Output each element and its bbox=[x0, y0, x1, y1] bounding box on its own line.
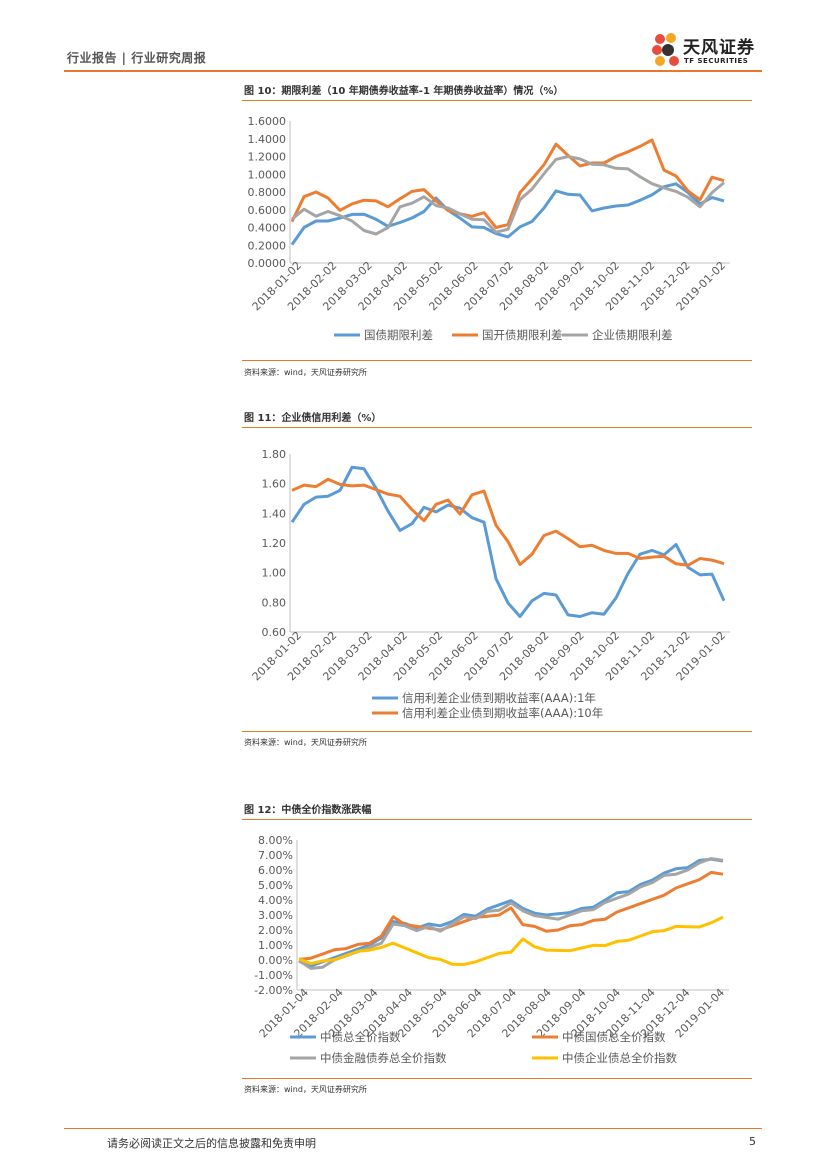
y-tick-label: -1.00% bbox=[254, 969, 293, 982]
legend-label: 国债期限利差 bbox=[364, 328, 433, 342]
legend-label: 信用利差企业债到期收益率(AAA):1年 bbox=[402, 691, 596, 705]
legend-label: 企业债期限利差 bbox=[592, 328, 673, 342]
y-tick-label: 7.00% bbox=[258, 849, 293, 862]
y-tick-label: 5.00% bbox=[258, 879, 293, 892]
y-tick-label: 3.00% bbox=[258, 909, 293, 922]
legend-label: 中债企业债总全价指数 bbox=[562, 1051, 677, 1065]
series-line-3 bbox=[298, 857, 724, 970]
y-tick-label: 1.00% bbox=[258, 939, 293, 952]
figure-10-bottom-rule bbox=[242, 360, 752, 361]
figure-11-title: 图 11：企业债信用利差（%） bbox=[244, 413, 382, 424]
series-line-1 bbox=[290, 182, 725, 246]
figure-10-chart: 0.0000 0.2000 0.4000 0.6000 0.8000 1.0000 1.20… bbox=[242, 106, 754, 356]
y-tick-label: 1.20 bbox=[262, 537, 287, 550]
header-rule bbox=[64, 70, 762, 72]
bond-index-chart: -2.00% -1.00% 0.00% 1.00% 2.00% 3.00% 4.00% 5.0… bbox=[254, 834, 729, 1065]
y-tick-label: 0.80 bbox=[262, 596, 287, 609]
y-tick-label: 0.8000 bbox=[248, 186, 287, 199]
y-tick-label: 1.4000 bbox=[248, 133, 287, 146]
y-tick-label: 1.2000 bbox=[248, 151, 287, 164]
brand-logo: 天风证券 TF SECURITIES bbox=[650, 30, 770, 70]
series-line-2 bbox=[291, 477, 725, 567]
footer-rule bbox=[64, 1128, 762, 1129]
y-tick-label: 2.00% bbox=[258, 924, 293, 937]
figure-11-bottom-rule bbox=[242, 731, 752, 732]
legend-label: 国开债期限利差 bbox=[482, 328, 563, 342]
y-tick-label: 0.2000 bbox=[248, 239, 287, 252]
series-line-1 bbox=[290, 465, 726, 618]
y-tick-label: 1.40 bbox=[262, 507, 287, 520]
figure-11-chart: 0.60 0.80 1.00 1.20 1.40 1.60 1.80 2018-01-02 20… bbox=[242, 440, 754, 730]
y-tick-label: 1.00 bbox=[262, 567, 287, 580]
series-line-3 bbox=[291, 155, 725, 236]
series-line-4 bbox=[298, 915, 724, 966]
y-tick-label: -2.00% bbox=[254, 984, 293, 997]
report-header-title: 行业报告 | 行业研究周报 bbox=[67, 51, 207, 65]
y-tick-label: 6.00% bbox=[258, 864, 293, 877]
y-tick-label: 1.6000 bbox=[248, 115, 287, 128]
y-tick-label: 0.6000 bbox=[248, 204, 287, 217]
figure-10-title: 图 10：期限利差（10 年期债券收益率-1 年期债券收益率）情况（%） bbox=[244, 86, 564, 97]
figure-12-source: 资料来源：wind，天风证券研究所 bbox=[244, 1085, 367, 1094]
credit-spread-chart: 0.600.801.001.201.401.601.802018-01-0220… bbox=[250, 448, 730, 720]
legend-label: 信用利差企业债到期收益率(AAA):10年 bbox=[402, 706, 603, 720]
y-tick-label: 0.00% bbox=[258, 954, 293, 967]
y-tick-label: 4.00% bbox=[258, 894, 293, 907]
y-tick-label: 0.4000 bbox=[248, 222, 287, 235]
page-number: 5 bbox=[749, 1135, 756, 1148]
legend-label: 中债国债总全价指数 bbox=[562, 1030, 666, 1044]
y-tick-label: 0.0000 bbox=[248, 257, 287, 270]
y-tick-label: 1.60 bbox=[262, 478, 287, 491]
y-tick-label: 1.80 bbox=[262, 448, 287, 461]
figure-11-source: 资料来源：wind，天风证券研究所 bbox=[244, 738, 367, 747]
footer-disclaimer: 请务必阅读正文之后的信息披露和免责申明 bbox=[107, 1137, 316, 1150]
figure-11-rule bbox=[242, 427, 752, 428]
figure-10-source: 资料来源：wind，天风证券研究所 bbox=[244, 368, 367, 377]
figure-12-bottom-rule bbox=[242, 1078, 752, 1079]
legend-label: 中债金融债券总全价指数 bbox=[320, 1051, 447, 1065]
petal-logo-icon bbox=[652, 33, 679, 66]
figure-12-chart: -2.00% -1.00% 0.00% 1.00% 2.00% 3.00% 4.00% 5.0… bbox=[242, 828, 754, 1074]
y-tick-label: 0.60 bbox=[262, 626, 287, 639]
series-line-2 bbox=[290, 138, 725, 229]
y-tick-label: 8.00% bbox=[258, 834, 293, 847]
figure-12-rule bbox=[242, 819, 752, 820]
term-spread-chart: 0.0000 0.2000 0.4000 0.6000 0.8000 1.0000 1.20… bbox=[248, 115, 730, 342]
brand-name-en: TF SECURITIES bbox=[684, 57, 749, 65]
figure-12-title: 图 12：中债全价指数涨跌幅 bbox=[244, 805, 372, 816]
series-line-2 bbox=[298, 870, 724, 961]
brand-name: 天风证券 bbox=[683, 38, 755, 58]
y-tick-label: 1.0000 bbox=[248, 168, 287, 181]
series-line-1 bbox=[298, 857, 724, 968]
figure-10-rule bbox=[242, 100, 752, 101]
legend-label: 中债总全价指数 bbox=[320, 1030, 401, 1044]
